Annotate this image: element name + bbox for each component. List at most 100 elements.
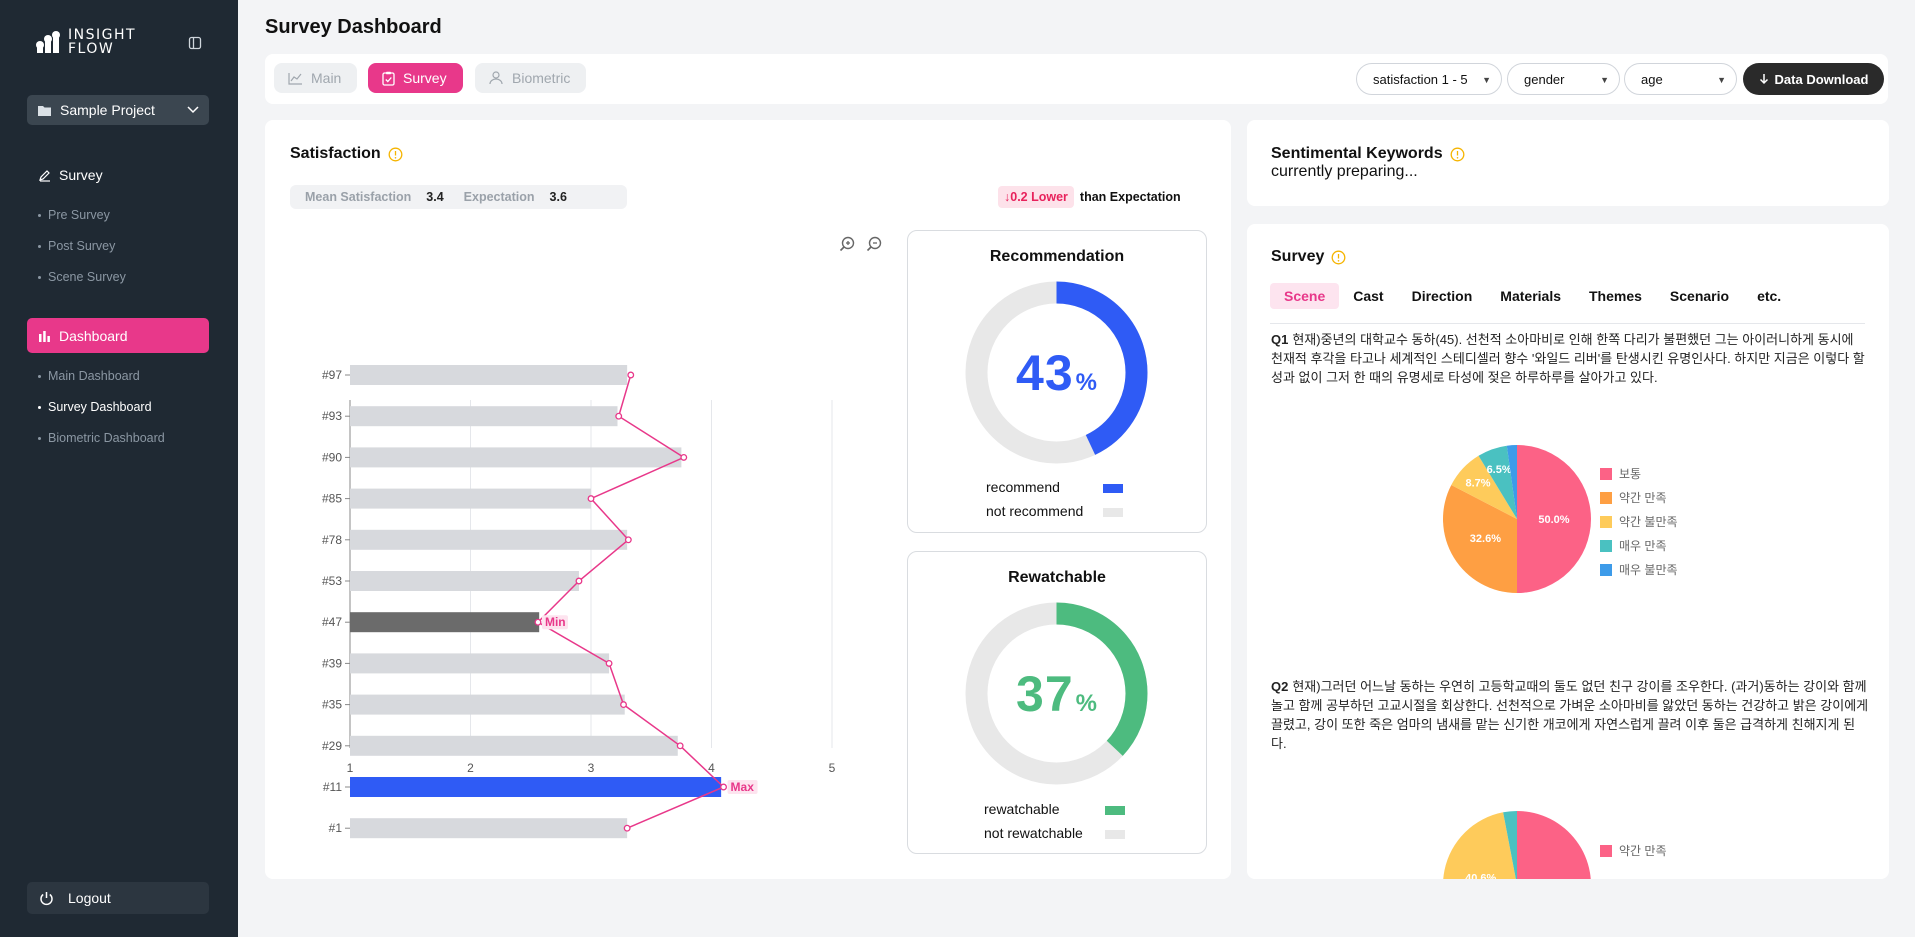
pie-slice (1478, 445, 1517, 519)
bar-90 (350, 447, 682, 468)
recommendation-donut-chart (965, 281, 1148, 464)
line-point-47 (534, 618, 542, 626)
legend-label: 보통 (1619, 467, 1642, 481)
sidebar-item-pre-survey[interactable]: Pre Survey (38, 208, 110, 222)
legend-label: not recommend (986, 503, 1084, 519)
page-title: Survey Dashboard (265, 16, 442, 38)
sentimental-keywords-card: Sentimental Keywords currently preparing… (1247, 120, 1889, 206)
survey-card: Survey Scene Cast Direction Materials Th… (1247, 224, 1889, 879)
pie-slice (1443, 812, 1516, 879)
pie-slice-label: 40.6% (1465, 873, 1496, 879)
legend-swatch-not-recommend (1103, 508, 1123, 517)
bar-93 (350, 406, 618, 427)
pie-legend-item[interactable]: 매우 불만족 (1600, 561, 1678, 578)
line-point-85 (587, 495, 595, 503)
legend-label: 약간 만족 (1619, 844, 1667, 858)
sidebar-item-biometric-dashboard[interactable]: Biometric Dashboard (38, 431, 165, 445)
bar-97 (350, 365, 628, 385)
caret-down-icon: ▼ (1717, 75, 1726, 85)
line-point-93 (615, 412, 623, 420)
zoom-out-icon[interactable] (866, 235, 884, 253)
sidebar-item-main-dashboard[interactable]: Main Dashboard (38, 369, 140, 383)
pie-slice-label: 50.0% (1538, 514, 1569, 526)
info-icon[interactable] (388, 147, 403, 162)
info-icon[interactable] (1331, 250, 1346, 265)
data-download-button[interactable]: Data Download (1743, 63, 1884, 95)
survey-category-tabs: Scene Cast Direction Materials Themes Sc… (1270, 283, 1795, 309)
question-2: Q2 현재)그러던 어느날 동하는 우연히 고등학교때의 둘도 없던 친구 강이를… (1271, 677, 1869, 753)
pie-legend-item[interactable]: 약간 만족 (1600, 489, 1678, 506)
legend-label: 매우 불만족 (1619, 563, 1678, 577)
sidebar-item-post-survey[interactable]: Post Survey (38, 239, 116, 253)
tab-scenario[interactable]: Scenario (1669, 288, 1730, 304)
sidebar-item-survey[interactable]: Survey (38, 167, 103, 183)
expectation-label: Expectation (463, 190, 535, 204)
pie-legend-item[interactable]: 약간 불만족 (1600, 513, 1678, 530)
user-icon (489, 71, 503, 85)
comparison-indicator: ↓0.2 Lower than Expectation (998, 186, 1181, 208)
legend-not-rewatchable: not rewatchable (984, 825, 1083, 841)
sidebar-item-label: Main Dashboard (48, 369, 140, 383)
donut-value-arc (965, 281, 1148, 464)
legend-swatch (1600, 844, 1612, 857)
donut-value-arc (965, 602, 1148, 785)
sidebar-item-label: Post Survey (48, 239, 116, 253)
pie-legend-item[interactable]: 보통 (1600, 465, 1678, 482)
bar-53 (350, 571, 579, 591)
tab-materials[interactable]: Materials (1500, 288, 1561, 304)
logout-button[interactable]: Logout (27, 882, 209, 914)
tab-themes[interactable]: Themes (1589, 288, 1642, 304)
satisfaction-title: Satisfaction (290, 145, 381, 162)
tab-label: Main (311, 70, 342, 86)
legend-swatch (1600, 563, 1612, 576)
app-logo[interactable]: INSIGHT FLOW (35, 28, 136, 56)
age-select[interactable]: age ▼ (1624, 63, 1737, 95)
tab-label: Survey (403, 70, 447, 86)
x-tick-label: 1 (347, 761, 354, 775)
bar-85 (350, 488, 591, 509)
legend-label: rewatchable (984, 801, 1060, 817)
pencil-icon (39, 169, 50, 182)
x-tick-label: 2 (467, 761, 474, 775)
pie-slice (1517, 445, 1591, 593)
line-point-53 (575, 577, 583, 585)
pie-legend-item[interactable]: 매우 만족 (1600, 537, 1678, 554)
tab-scene[interactable]: Scene (1270, 283, 1340, 309)
clipboard-check-icon (382, 71, 395, 86)
sidebar-item-survey-dashboard[interactable]: Survey Dashboard (38, 400, 152, 414)
tab-cast[interactable]: Cast (1353, 288, 1384, 304)
download-arrow-icon (1759, 74, 1768, 85)
gender-select[interactable]: gender ▼ (1507, 63, 1620, 95)
tab-biometric[interactable]: Biometric (475, 63, 587, 93)
bullet-icon (38, 275, 41, 279)
project-select[interactable]: Sample Project (27, 95, 209, 125)
bullet-icon (38, 213, 41, 217)
y-tick-label: #11 (323, 780, 342, 794)
tab-direction[interactable]: Direction (1411, 288, 1473, 304)
sidebar-item-label: Biometric Dashboard (48, 431, 165, 445)
pie-slice-label: 8.7% (1466, 478, 1491, 490)
pie-slice-label: 32.6% (1470, 533, 1501, 545)
bar-29 (350, 735, 678, 756)
tab-main[interactable]: Main (274, 63, 358, 93)
bullet-icon (38, 436, 41, 440)
zoom-in-icon[interactable] (839, 235, 857, 253)
sidebar-item-label: Survey (59, 167, 103, 183)
recommendation-percent: 43 (1016, 344, 1074, 401)
tab-survey[interactable]: Survey (368, 63, 463, 93)
sidebar-collapse-button[interactable] (184, 33, 206, 53)
tab-etc[interactable]: etc. (1757, 288, 1782, 304)
sidebar-item-dashboard[interactable]: Dashboard (27, 318, 209, 353)
select-value: age (1641, 71, 1663, 87)
sidebar-item-label: Pre Survey (48, 208, 110, 222)
comparison-text: than Expectation (1079, 190, 1181, 204)
sidebar-item-label: Survey Dashboard (48, 400, 152, 414)
line-chart-icon (288, 72, 302, 85)
sidebar-item-label: Scene Survey (48, 270, 126, 284)
satisfaction-scale-select[interactable]: satisfaction 1 - 5 ▼ (1356, 63, 1502, 95)
info-icon[interactable] (1450, 147, 1465, 162)
line-point-29 (676, 742, 684, 750)
sidebar-item-scene-survey[interactable]: Scene Survey (38, 270, 126, 284)
line-point-39 (605, 659, 613, 667)
legend-swatch (1600, 539, 1612, 552)
